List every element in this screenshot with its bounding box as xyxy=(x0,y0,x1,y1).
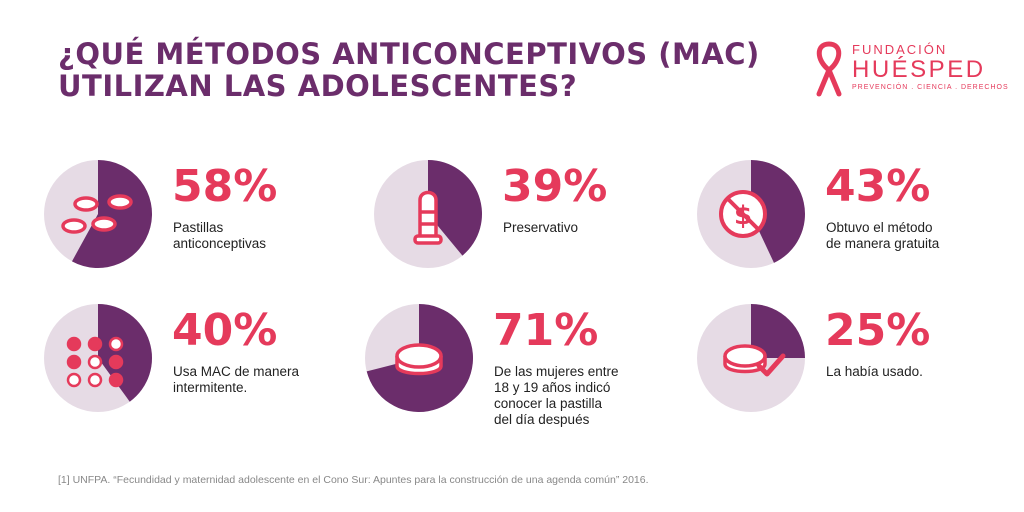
percent-value: 40% xyxy=(172,305,278,356)
title-line-2: UTILIZAN LAS ADOLESCENTES? xyxy=(58,69,578,103)
single-pill-icon xyxy=(395,343,443,376)
fundacion-huesped-logo: FUNDACIÓN HUÉSPED PREVENCIÓN . CIENCIA .… xyxy=(812,40,1008,100)
no-money-icon: $ xyxy=(719,190,767,238)
pie-chart xyxy=(365,304,474,412)
pie-slice xyxy=(751,304,805,358)
pie-chart xyxy=(44,160,153,268)
pie-chart xyxy=(374,160,483,268)
pie-slice xyxy=(98,304,153,402)
pill-check-icon xyxy=(723,344,786,377)
footnote: [1] UNFPA. “Fecundidad y maternidad adol… xyxy=(58,474,649,486)
stat-label: La había usado. xyxy=(826,364,923,379)
stat-pastillas: 58% Pastillas anticonceptivas xyxy=(44,160,374,290)
condom-icon xyxy=(413,190,443,245)
stat-preservativo: 39% Preservativo xyxy=(374,160,704,290)
logo-line-2: HUÉSPED xyxy=(852,56,986,83)
ribbon-icon xyxy=(816,41,842,97)
stat-habia-usado: 25% La había usado. xyxy=(697,304,1024,434)
percent-value: 58% xyxy=(172,161,278,212)
stat-label: De las mujeres entre 18 y 19 años indicó… xyxy=(494,364,619,427)
percent-value: 71% xyxy=(493,305,599,356)
pie-chart xyxy=(697,304,805,412)
pie-slice xyxy=(428,160,483,256)
logo-line-3: PREVENCIÓN . CIENCIA . DERECHOS xyxy=(852,84,1009,91)
page-title: ¿QUÉ MÉTODOS ANTICONCEPTIVOS (MAC) UTILI… xyxy=(58,38,760,102)
percent-value: 39% xyxy=(502,161,608,212)
stat-label: Obtuvo el método de manera gratuita xyxy=(826,220,940,251)
pie-chart: $ xyxy=(697,160,805,268)
pie-slice xyxy=(751,160,805,263)
logo-line-1: FUNDACIÓN xyxy=(852,42,948,57)
stat-label: Pastillas anticonceptivas xyxy=(173,220,267,251)
pie-slice xyxy=(71,160,153,268)
title-line-1: ¿QUÉ MÉTODOS ANTICONCEPTIVOS (MAC) xyxy=(58,37,760,71)
pills-icon xyxy=(61,194,133,234)
percent-value: 43% xyxy=(825,161,931,212)
stat-gratuito: $ 43% Obtuvo el método de manera gratuit… xyxy=(697,160,1024,290)
stat-label: Preservativo xyxy=(503,220,579,235)
stat-label: Usa MAC de manera intermitente. xyxy=(173,364,300,395)
pie-chart xyxy=(44,304,153,412)
stat-intermitente: 40% Usa MAC de manera intermitente. xyxy=(44,304,374,434)
pill-pack-icon xyxy=(66,336,124,388)
stat-pastilla-dia-despues: 71% De las mujeres entre 18 y 19 años in… xyxy=(365,304,695,434)
percent-value: 25% xyxy=(825,305,931,356)
